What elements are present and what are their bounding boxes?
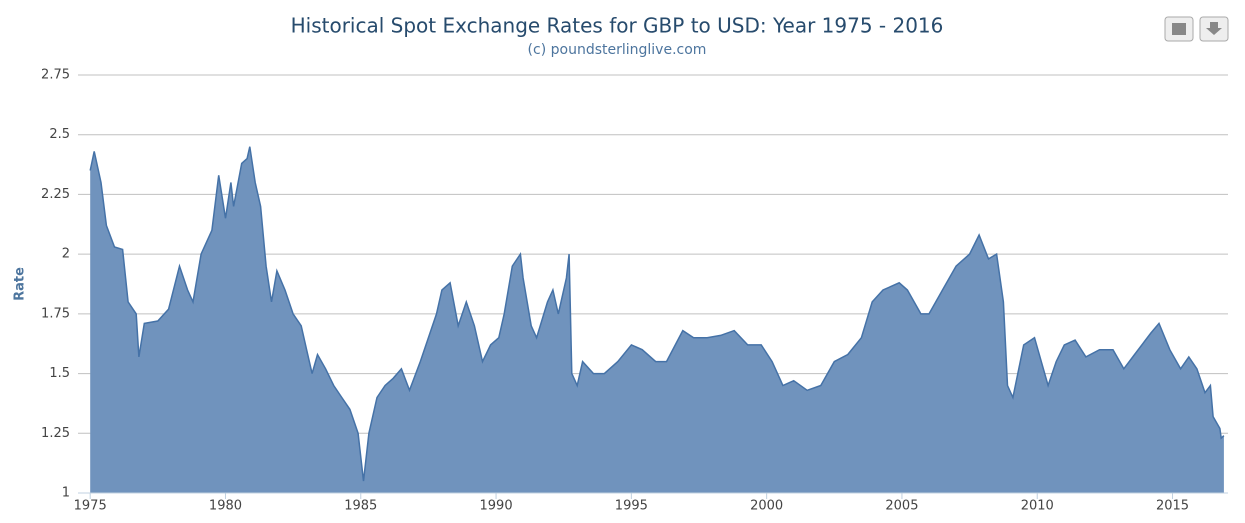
- y-tick-label: 1.75: [41, 306, 70, 321]
- x-tick-label: 2000: [750, 499, 783, 514]
- x-tick-label: 1980: [209, 499, 242, 514]
- x-tick-label: 1995: [615, 499, 648, 514]
- y-tick-label: 1: [62, 486, 70, 501]
- export-button[interactable]: [1199, 16, 1229, 42]
- x-tick-label: 2005: [885, 499, 918, 514]
- chart-title: Historical Spot Exchange Rates for GBP t…: [291, 14, 944, 38]
- area-line: [89, 146, 1225, 482]
- x-tick-label: 2010: [1021, 499, 1054, 514]
- y-tick-label: 1.25: [41, 426, 70, 441]
- y-tick-label: 1.5: [49, 366, 70, 381]
- y-axis-title: Rate: [13, 267, 28, 301]
- x-tick-label: 2015: [1156, 499, 1189, 514]
- y-tick-label: 2: [62, 247, 70, 262]
- x-tick-label: 1985: [344, 499, 377, 514]
- y-tick-label: 2.5: [49, 127, 70, 142]
- x-tick-label: 1990: [480, 499, 513, 514]
- y-tick-label: 2.25: [41, 187, 70, 202]
- y-tick-label: 2.75: [41, 68, 70, 83]
- print-button[interactable]: [1164, 16, 1194, 42]
- x-tick-label: 1975: [74, 499, 107, 514]
- chart-subtitle: (c) poundsterlinglive.com: [528, 42, 707, 58]
- area-fill: [90, 146, 1224, 493]
